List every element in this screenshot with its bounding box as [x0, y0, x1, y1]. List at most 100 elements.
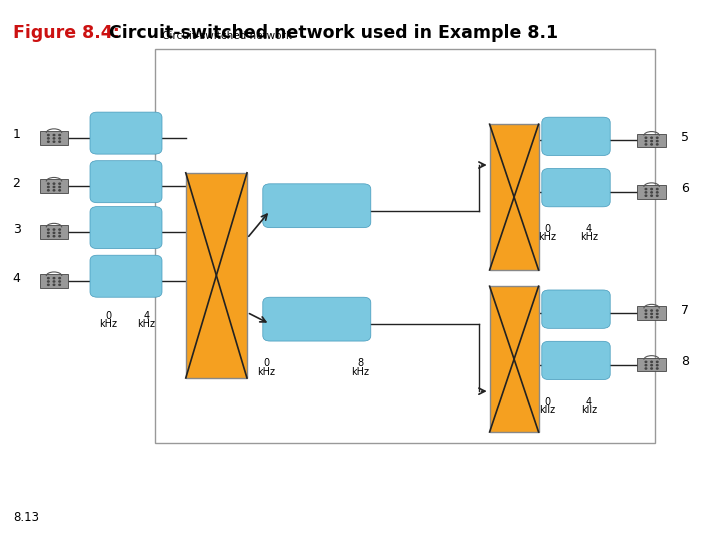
Text: 6: 6	[682, 183, 689, 195]
Circle shape	[645, 192, 647, 193]
Circle shape	[48, 186, 49, 187]
Circle shape	[645, 364, 647, 366]
Circle shape	[651, 364, 652, 366]
Circle shape	[59, 183, 60, 184]
Text: 2: 2	[13, 177, 20, 190]
Bar	[637, 306, 666, 320]
Bar	[40, 131, 68, 145]
Text: Circuit-switched network: Circuit-switched network	[162, 30, 292, 40]
Bar	[637, 185, 666, 199]
Circle shape	[657, 188, 658, 190]
Text: kllz: kllz	[581, 405, 597, 415]
Circle shape	[59, 190, 60, 191]
Text: 5: 5	[681, 131, 690, 144]
Circle shape	[645, 144, 647, 145]
Bar	[490, 124, 539, 270]
Text: 0: 0	[544, 224, 550, 234]
Circle shape	[59, 138, 60, 139]
Circle shape	[657, 361, 658, 362]
Text: kHz: kHz	[99, 319, 117, 329]
FancyBboxPatch shape	[90, 112, 162, 154]
Circle shape	[53, 281, 55, 282]
Circle shape	[651, 368, 652, 369]
Text: kHz: kHz	[351, 367, 369, 377]
Text: Figure 8.4:: Figure 8.4:	[13, 24, 120, 42]
Circle shape	[48, 141, 49, 143]
Circle shape	[48, 190, 49, 191]
Circle shape	[651, 137, 652, 138]
FancyBboxPatch shape	[90, 255, 162, 297]
Circle shape	[48, 232, 49, 233]
Circle shape	[657, 310, 658, 311]
FancyBboxPatch shape	[263, 184, 371, 228]
Circle shape	[59, 281, 60, 282]
Circle shape	[53, 183, 55, 184]
Circle shape	[53, 138, 55, 139]
Circle shape	[59, 186, 60, 187]
Circle shape	[53, 141, 55, 143]
Text: 7: 7	[681, 304, 690, 317]
Text: kHz: kHz	[258, 367, 275, 377]
Text: 4: 4	[586, 397, 592, 407]
Circle shape	[59, 232, 60, 233]
Bar	[40, 225, 68, 239]
FancyBboxPatch shape	[542, 168, 611, 207]
Circle shape	[657, 140, 658, 141]
Circle shape	[645, 137, 647, 138]
Circle shape	[651, 188, 652, 190]
Circle shape	[59, 134, 60, 136]
Bar	[490, 286, 539, 432]
Text: 0: 0	[264, 357, 269, 368]
Text: 3: 3	[13, 223, 20, 236]
Text: 0: 0	[544, 397, 550, 407]
Circle shape	[48, 281, 49, 282]
Circle shape	[657, 192, 658, 193]
Text: 8: 8	[357, 357, 363, 368]
FancyBboxPatch shape	[542, 341, 611, 380]
Circle shape	[657, 144, 658, 145]
Text: kHz: kHz	[137, 319, 156, 329]
Circle shape	[657, 368, 658, 369]
Circle shape	[53, 232, 55, 233]
Circle shape	[657, 313, 658, 314]
Circle shape	[645, 361, 647, 362]
Circle shape	[645, 188, 647, 190]
Bar	[637, 357, 666, 372]
Circle shape	[53, 235, 55, 237]
Text: 4: 4	[13, 272, 20, 285]
Circle shape	[657, 137, 658, 138]
Circle shape	[657, 316, 658, 318]
Circle shape	[645, 368, 647, 369]
FancyBboxPatch shape	[90, 207, 162, 248]
FancyBboxPatch shape	[542, 290, 611, 328]
Circle shape	[53, 190, 55, 191]
Circle shape	[651, 313, 652, 314]
Bar	[155, 49, 655, 443]
Circle shape	[59, 284, 60, 286]
FancyBboxPatch shape	[263, 297, 371, 341]
Circle shape	[645, 316, 647, 318]
Circle shape	[48, 229, 49, 230]
Text: kHz: kHz	[539, 232, 557, 242]
Circle shape	[651, 195, 652, 197]
Text: kHz: kHz	[580, 232, 598, 242]
Text: Circuit-switched network used in Example 8.1: Circuit-switched network used in Example…	[97, 24, 558, 42]
Circle shape	[48, 284, 49, 286]
Bar	[40, 274, 68, 288]
Circle shape	[53, 284, 55, 286]
FancyBboxPatch shape	[90, 161, 162, 202]
Circle shape	[657, 195, 658, 197]
Circle shape	[53, 278, 55, 279]
FancyBboxPatch shape	[542, 117, 611, 156]
Circle shape	[53, 134, 55, 136]
Circle shape	[48, 138, 49, 139]
Text: 8: 8	[681, 355, 690, 368]
Circle shape	[53, 186, 55, 187]
Circle shape	[645, 313, 647, 314]
Text: 1: 1	[13, 129, 20, 141]
Bar	[186, 173, 247, 378]
Bar	[40, 179, 68, 193]
Circle shape	[59, 141, 60, 143]
Circle shape	[645, 195, 647, 197]
Circle shape	[48, 134, 49, 136]
